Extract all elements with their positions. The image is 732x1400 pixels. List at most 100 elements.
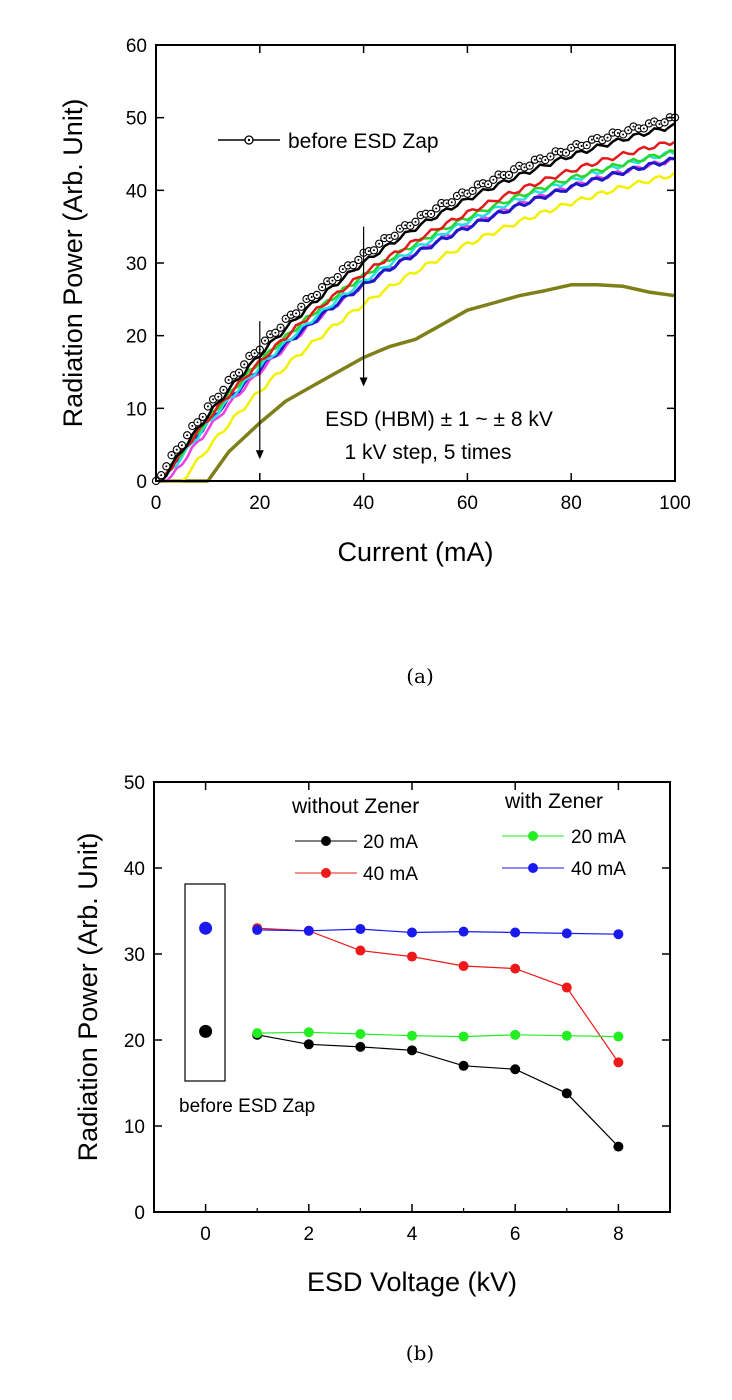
- before-zap-marker-dot: [450, 201, 453, 204]
- before-zap-marker-dot: [424, 212, 427, 215]
- before-zap-marker-dot: [315, 293, 318, 296]
- before-zap-marker-dot: [627, 129, 630, 132]
- before-zap-marker-dot: [305, 298, 308, 301]
- before-zap-marker-dot: [606, 136, 609, 139]
- legend-label-with-40ma: 40 mA: [571, 859, 626, 880]
- arrow-head: [255, 450, 264, 460]
- y-tick-label: 30: [126, 254, 147, 275]
- data-point: [355, 1028, 366, 1039]
- data-point: [355, 924, 366, 935]
- data-point: [407, 1030, 417, 1041]
- panel-b-chart: 0 2 4 6 8 0 10 20 30 40 50 ESD Voltage (kV) Radiat…: [73, 773, 671, 1365]
- data-point: [407, 927, 417, 938]
- x-tick-label: 8: [613, 1224, 624, 1245]
- before-zap-marker-dot: [217, 395, 220, 398]
- before-zap-marker-dot: [357, 258, 360, 261]
- before-zap-marker-dot: [637, 127, 640, 130]
- before-zap-marker-dot: [186, 434, 189, 437]
- before-zap-marker-dot: [430, 212, 433, 215]
- before-zap-marker-dot: [196, 421, 199, 424]
- legend-marker: [321, 836, 331, 846]
- before-zap-marker-dot: [616, 131, 619, 134]
- data-point: [458, 926, 469, 937]
- data-point: [458, 1031, 469, 1042]
- before-zap-marker-dot: [658, 123, 661, 126]
- before-zap-marker-dot: [243, 363, 246, 366]
- before-zap-marker-dot: [565, 151, 568, 154]
- before-zap-marker-dot: [321, 286, 324, 289]
- panel-a-ticks: 0 20 40 60 80 100 0 10 20 30 40 50 60: [126, 36, 691, 514]
- data-point: [458, 961, 469, 972]
- before-zap-marker-dot: [175, 448, 178, 451]
- before-zap-marker-dot: [347, 264, 350, 267]
- panel-b-ticks: 0 2 4 6 8 0 10 20 30 40 50: [124, 773, 670, 1245]
- before-zap-marker-dot: [461, 191, 464, 194]
- legend-label-before-zap: before ESD Zap: [288, 130, 439, 153]
- before-zap-marker-dot: [585, 144, 588, 147]
- before-zap-marker-dot: [575, 143, 578, 146]
- before-zap-marker-dot: [653, 120, 656, 123]
- series-line-0: [257, 1034, 619, 1148]
- before-zap-marker-dot: [611, 131, 614, 134]
- curve-1-kv: [156, 122, 676, 483]
- before-zap-marker-dot: [554, 150, 557, 153]
- panel-a-chart: 0 20 40 60 80 100 0 10 20 30 40 50 60 Current (mA) R…: [58, 36, 691, 688]
- panel-a-curves: [156, 122, 676, 483]
- legend-marker: [321, 868, 331, 878]
- before-zap-marker-dot: [419, 214, 422, 217]
- x-tick-label: 100: [659, 493, 691, 514]
- x-tick-label: 0: [151, 493, 162, 514]
- data-point: [303, 1039, 314, 1050]
- y-tick-label: 40: [126, 181, 147, 202]
- data-point: [355, 945, 366, 956]
- legend-title-without-zener: without Zener: [291, 795, 419, 818]
- before-zap-marker-dot: [352, 264, 355, 267]
- data-point: [561, 928, 572, 939]
- before-zap-marker-dot: [533, 158, 536, 161]
- y-tick-label: 50: [124, 773, 145, 794]
- before-zap-label: before ESD Zap: [179, 1096, 315, 1117]
- before-zap-marker-dot: [440, 202, 443, 205]
- before-zap-marker-dot: [326, 280, 329, 283]
- panel-b-series-lines: [257, 927, 619, 1148]
- panel-a-annotation-line2: 1 kV step, 5 times: [345, 441, 512, 464]
- before-zap-marker-dot: [622, 133, 625, 136]
- y-tick-label: 10: [126, 399, 147, 420]
- before-zap-marker-dot: [481, 182, 484, 185]
- legend-label-without-40ma: 40 mA: [363, 864, 418, 885]
- before-zap-marker-dot: [295, 312, 298, 315]
- panel-a-legend: before ESD Zap: [218, 130, 439, 153]
- before-zap-marker-dot: [227, 378, 230, 381]
- y-tick-label: 0: [136, 472, 147, 493]
- before-zap-marker-dot: [497, 173, 500, 176]
- legend-label-without-20ma: 20 mA: [363, 832, 418, 853]
- legend-label-with-20ma: 20 mA: [571, 827, 626, 848]
- panel-a-annotation-line1: ESD (HBM) ± 1 ~ ± 8 kV: [325, 408, 553, 431]
- panel-b-y-axis-label: Radiation Power (Arb. Unit): [73, 833, 103, 1162]
- before-zap-marker-dot: [601, 139, 604, 142]
- before-zap-marker-dot: [487, 183, 490, 186]
- x-tick-label: 2: [304, 1224, 315, 1245]
- before-zap-marker-dot: [274, 331, 277, 334]
- before-zap-marker-dot: [648, 122, 651, 125]
- data-point: [407, 951, 417, 962]
- curve-5-kv: [156, 156, 676, 483]
- data-point: [252, 924, 263, 935]
- before-zap-marker-dot: [445, 202, 448, 205]
- before-zap-marker-dot: [409, 224, 412, 227]
- legend-marker-dot: [247, 138, 251, 142]
- before-zap-marker-dot: [642, 127, 645, 130]
- before-zap-marker-dot: [414, 220, 417, 223]
- curve-8-kv: [156, 283, 676, 483]
- before-zap-marker-dot: [212, 398, 215, 401]
- before-zap-point: [199, 921, 213, 935]
- x-tick-label: 4: [407, 1224, 418, 1245]
- series-line-1: [257, 927, 619, 1063]
- before-zap-marker-dot: [341, 268, 344, 271]
- x-tick-label: 20: [249, 493, 270, 514]
- before-zap-marker-dot: [383, 237, 386, 240]
- panel-a-caption: (a): [406, 664, 434, 688]
- before-zap-marker-dot: [590, 138, 593, 141]
- before-zap-marker-dot: [513, 168, 516, 171]
